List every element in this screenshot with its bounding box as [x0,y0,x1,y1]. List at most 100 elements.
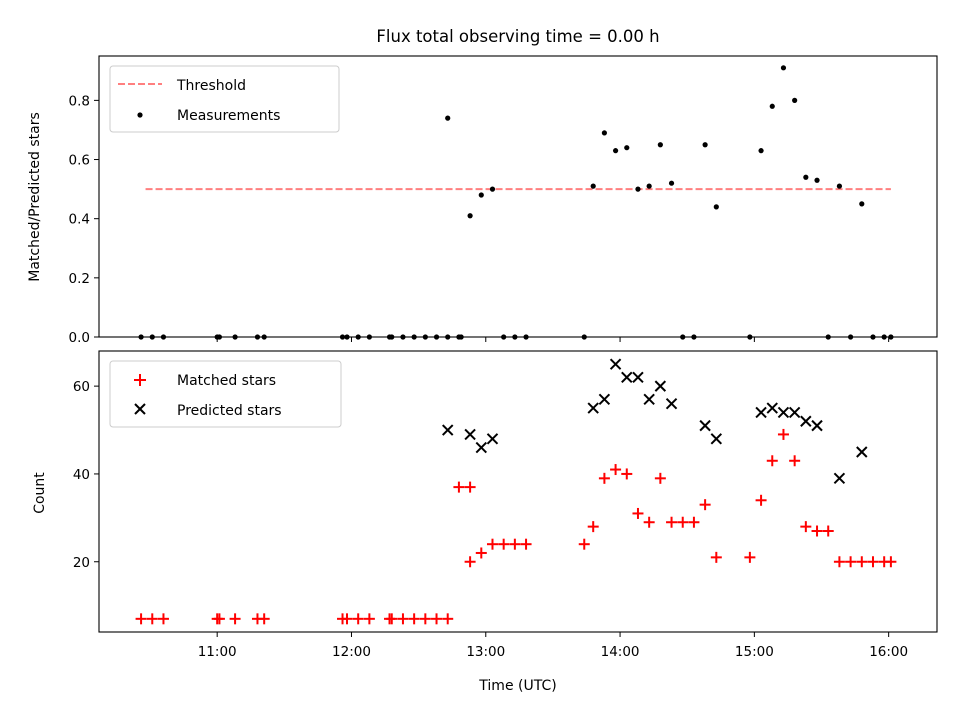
measurement-point [646,183,652,189]
matched-star-point [498,538,510,550]
top-panel: Flux total observing time = 0.00 h 0.00.… [27,27,938,346]
matched-star-point [386,613,398,625]
bottom-axes-frame [98,350,938,633]
measurement-point [635,186,641,192]
predicted-star-point [800,415,812,427]
top-legend: Threshold Measurements [109,65,340,133]
top-axes-frame [98,55,938,338]
matched-star-point [157,613,169,625]
measurement-point [780,65,787,71]
matched-star-point [677,516,689,528]
matched-star-point [666,516,678,528]
measurement-point [803,174,809,180]
x-tick-label: 15:00 [735,644,774,660]
predicted-star-point [755,406,767,419]
matched-star-point [341,613,353,625]
matched-star-point [744,551,756,563]
predicted-star-point [464,428,476,441]
bottom-legend: Matched stars Predicted stars [109,360,342,428]
measurement-point [489,186,496,192]
measurement-point [601,130,607,136]
matched-star-point [578,538,590,550]
predicted-star-point [710,433,723,445]
matched-star-point [464,556,476,568]
x-tick-label: 14:00 [601,644,640,660]
bottom-plot-area: 20 40 60 11:00 12:00 13:00 14:00 15:00 16:00 [73,358,908,660]
matched-legend-label: Matched stars [177,373,276,389]
predicted-star-point [632,371,644,384]
matched-star-point [777,428,789,440]
predicted-star-point [442,424,454,436]
matched-star-point [688,516,700,528]
measurement-point [478,192,484,198]
matched-star-point [699,499,711,511]
measurement-point [612,148,619,154]
predicted-star-point [665,397,678,410]
top-legend-box [109,65,340,133]
measurement-point [758,148,764,154]
x-tick-label: 16:00 [869,644,908,660]
matched-star-point [811,525,823,537]
matched-star-point [431,613,443,625]
predicted-star-point [766,402,778,414]
predicted-star-point [833,472,846,485]
matched-star-point [258,613,270,625]
matched-star-point [464,481,476,493]
predicted-star-point [587,402,599,414]
matched-star-point [610,464,622,476]
predicted-star-point [621,371,633,384]
matched-star-point [453,481,465,493]
top-y-tick-label: 0.0 [69,330,90,346]
measurement-point [836,183,843,189]
matched-star-point [755,494,767,506]
matched-star-point [408,613,420,625]
matched-star-point [419,613,431,625]
matched-star-point [710,551,722,563]
matched-star-point [598,472,610,484]
top-y-tick-label: 0.8 [69,93,90,109]
predicted-star-point [654,380,667,392]
top-plot-area: 0.0 0.2 0.4 0.6 0.8 [69,65,894,346]
bottom-panel: 20 40 60 11:00 12:00 13:00 14:00 15:00 16:00 Cou… [32,350,938,694]
matched-star-point [146,613,158,625]
predicted-star-point [811,419,823,432]
measurement-point [702,142,708,148]
top-y-tick-label: 0.6 [69,153,90,169]
matched-star-point [587,521,599,533]
measurement-point [590,183,596,189]
bottom-y-tick-label: 40 [73,467,90,483]
bottom-y-axis-label: Count [32,472,48,514]
predicted-star-point [598,393,611,406]
matched-star-point [766,455,778,467]
chart-title: Flux total observing time = 0.00 h [376,27,659,46]
matched-star-point [475,547,487,559]
measurement-point [624,145,630,151]
measurements-legend-label: Measurements [177,108,280,124]
x-tick-label: 12:00 [332,644,371,660]
matched-star-point [213,613,225,625]
measurement-point [859,201,865,207]
predicted-legend-swatch [134,403,146,415]
matched-star-point [486,538,498,550]
measurement-point [657,142,663,148]
predicted-star-point [475,441,487,454]
matched-star-point [845,556,857,568]
predicted-star-point [788,406,801,419]
measurement-point [467,213,473,219]
matched-star-point [352,613,364,625]
predicted-legend-label: Predicted stars [177,403,282,419]
threshold-legend-label: Threshold [176,78,246,94]
top-y-tick-label: 0.2 [69,271,90,287]
measurement-point [769,103,775,109]
matched-star-point [643,516,655,528]
bottom-y-tick-label: 20 [73,555,90,571]
top-y-tick-label: 0.4 [69,212,90,228]
measurement-point [814,177,820,183]
matched-star-point [885,556,897,568]
bottom-y-tick-label: 60 [73,379,90,395]
matched-star-point [363,613,375,625]
x-tick-label: 13:00 [466,644,505,660]
matched-star-point [632,507,644,519]
matched-star-point [135,613,147,625]
